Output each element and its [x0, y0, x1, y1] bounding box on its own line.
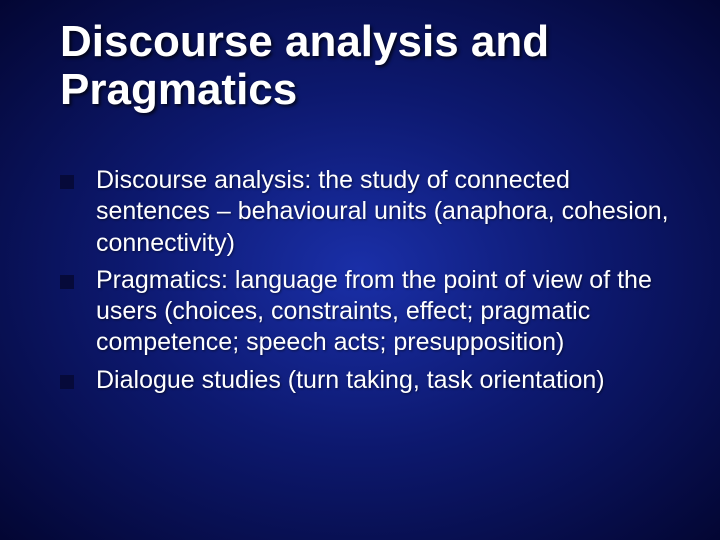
slide-content: Discourse analysis: the study of connect… [60, 165, 675, 402]
bullet-item: Dialogue studies (turn taking, task orie… [60, 365, 675, 396]
square-bullet-icon [60, 275, 74, 289]
square-bullet-icon [60, 175, 74, 189]
square-bullet-icon [60, 375, 74, 389]
bullet-text: Discourse analysis: the study of connect… [96, 165, 675, 259]
bullet-text: Pragmatics: language from the point of v… [96, 265, 675, 359]
bullet-item: Pragmatics: language from the point of v… [60, 265, 675, 359]
bullet-item: Discourse analysis: the study of connect… [60, 165, 675, 259]
bullet-text: Dialogue studies (turn taking, task orie… [96, 365, 605, 396]
slide-title: Discourse analysis and Pragmatics [60, 18, 680, 115]
slide: Discourse analysis and Pragmatics Discou… [0, 0, 720, 540]
